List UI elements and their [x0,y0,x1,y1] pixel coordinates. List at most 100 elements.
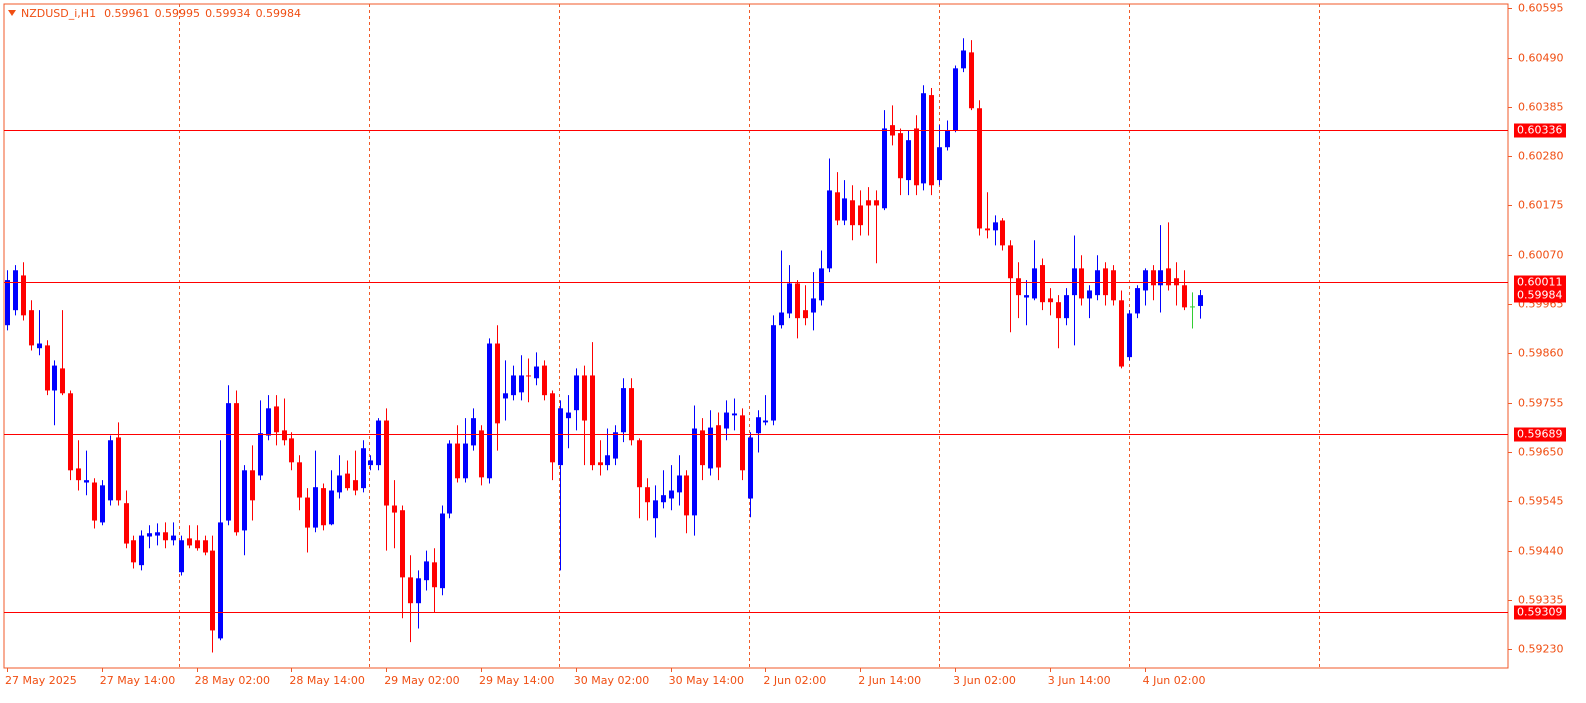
candle-body [724,412,729,429]
candle-body [993,222,998,231]
level-label-bg [1514,427,1566,442]
ohlc-open: 0.59961 [104,7,150,20]
candle-body [242,470,247,531]
y-tick-label: 0.59650 [1518,446,1564,459]
candle-body [850,200,855,226]
level-label: 0.60336 [1517,124,1563,137]
candle-body [953,68,958,131]
candle-body [29,310,34,346]
candle-body [590,375,595,466]
x-tick-label: 28 May 02:00 [195,674,270,687]
candle-body [653,500,658,519]
candle-body [763,420,768,423]
y-tick-label: 0.59860 [1518,347,1564,360]
candle-body [1024,295,1029,298]
candle-body [929,95,934,186]
candle-body [100,485,105,523]
candle-body [432,562,437,588]
candle-body [629,388,634,441]
x-tick-label: 3 Jun 14:00 [1048,674,1111,687]
candle-body [827,190,832,269]
level-label-bg [1514,605,1566,620]
candle-body [297,462,302,498]
candle-body [155,532,160,536]
plot-frame [3,3,1509,669]
candle-body [787,283,792,314]
candle-body [898,133,903,179]
candle-body [819,268,824,301]
candle-body [842,198,847,221]
candle-body [163,532,168,541]
candle-body [866,200,871,206]
candle-body [732,413,737,416]
candle-body [526,375,531,377]
candle-body [124,503,129,544]
candle-body [321,488,326,526]
price-label-bg [1514,288,1566,303]
candle-body [289,438,294,463]
candle-body [566,412,571,419]
y-tick-label: 0.59545 [1518,495,1564,508]
candle-body [795,283,800,319]
candle-body [345,473,350,489]
candle-body [45,345,50,391]
candle-body [1079,268,1084,299]
candle-body [76,468,81,481]
collapse-icon[interactable] [8,10,16,16]
candle-body [392,505,397,513]
level-label-bg [1514,275,1566,290]
candle-body [131,540,136,563]
candle-body [108,440,113,501]
candle-body [305,497,310,528]
candle-body [1103,268,1108,296]
chart-header: NZDUSD_i,H1 0.59961 0.59995 0.59934 0.59984 [21,7,301,20]
candle-body [1064,295,1069,319]
candle-body [1143,270,1148,291]
candle-body [945,130,950,148]
candle-body [361,448,366,489]
candle-body [116,437,121,501]
candle-body [1198,295,1203,306]
candle-body [1190,306,1195,308]
candle-body [337,475,342,493]
candle-body [471,418,476,446]
candle-body [1000,220,1005,246]
ohlc-low: 0.59934 [205,7,251,20]
y-tick-label: 0.60385 [1518,101,1564,114]
candle-body [1087,290,1092,299]
candle-body [440,513,445,589]
candle-body [1158,270,1163,286]
candle-body [621,388,626,433]
candle-body [495,343,500,424]
candle-body [914,128,919,186]
candle-body [1040,265,1045,303]
candle-body [977,108,982,229]
candle-body [210,550,215,631]
candle-body [218,522,223,639]
candle-body [605,455,610,466]
candle-body [708,427,713,469]
candle-body [779,312,784,326]
x-tick-label: 30 May 02:00 [574,674,649,687]
candle-body [684,475,689,516]
candle-body [329,490,334,525]
candle-body [5,280,10,326]
candle-body [179,540,184,573]
candle-body [1174,278,1179,286]
candle-body [1072,268,1077,296]
candle-body [258,433,263,476]
candle-body [1016,278,1021,296]
candle-body [195,540,200,549]
candle-body [408,577,413,604]
ohlc-high: 0.59995 [155,7,201,20]
candle-body [692,428,697,516]
candle-body [266,408,271,436]
candle-body [906,140,911,181]
candle-body [803,310,808,319]
candle-body [1135,288,1140,314]
candle-body [416,578,421,604]
candle-body [92,482,97,521]
candle-body [574,375,579,411]
candle-body [13,270,18,311]
x-tick-label: 4 Jun 02:00 [1143,674,1206,687]
